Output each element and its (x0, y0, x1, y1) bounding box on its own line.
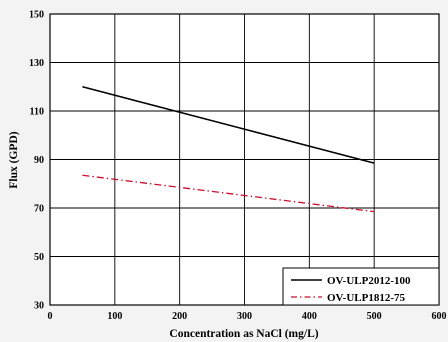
y-tick-label: 90 (34, 155, 44, 166)
y-tick-label: 50 (34, 252, 44, 263)
y-tick-label: 30 (34, 301, 44, 312)
y-tick-label: 70 (34, 204, 44, 215)
y-axis-title: Flux (GPD) (8, 131, 20, 188)
x-tick-label: 600 (432, 311, 447, 322)
legend: OV-ULP2012-100 OV-ULP1812-75 (282, 267, 440, 306)
series-line-ov-ulp2012-100 (82, 86, 375, 164)
series-line-ov-ulp1812-75 (82, 174, 375, 213)
legend-label-ov-ulp1812-75: OV-ULP1812-75 (327, 292, 406, 304)
plot-border (49, 13, 440, 306)
x-tick-label: 500 (367, 311, 382, 322)
x-tick-label: 0 (48, 311, 53, 322)
x-axis-title: Concentration as NaCl (mg/L) (169, 328, 318, 340)
x-tick-label: 200 (172, 311, 187, 322)
x-tick-label: 300 (237, 311, 252, 322)
y-tick-label: 130 (29, 58, 44, 69)
x-tick-label: 400 (302, 311, 317, 322)
legend-box (282, 267, 440, 306)
grid-lines (50, 14, 439, 305)
y-tick-label: 110 (30, 107, 44, 118)
series-layer (82, 86, 375, 213)
legend-label-ov-ulp2012-100: OV-ULP2012-100 (327, 275, 411, 287)
y-tick-labels: 30 50 70 90 110 130 150 (29, 10, 44, 312)
y-tick-label: 150 (29, 10, 44, 21)
x-tick-label: 100 (107, 311, 122, 322)
x-tick-labels: 0 100 200 300 400 500 600 (48, 311, 447, 322)
